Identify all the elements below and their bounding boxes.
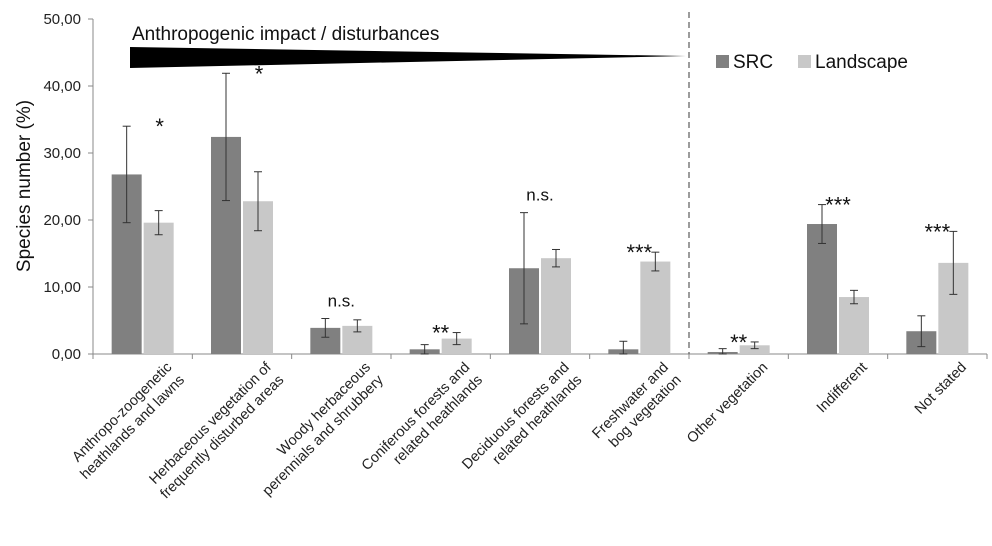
annotation-label: Anthropogenic impact / disturbances xyxy=(132,24,439,45)
y-tick-label: 50,00 xyxy=(43,11,81,28)
bar-group: *** xyxy=(906,219,969,354)
axes: 0,00 10,00 20,00 30,00 40,00 50,00 Anthropo-zo… xyxy=(43,11,988,502)
legend-swatch-landscape xyxy=(798,55,811,68)
bar-landscape xyxy=(143,222,174,354)
y-tick-label: 20,00 xyxy=(43,212,81,229)
significance-label: * xyxy=(155,114,164,139)
significance-label: ** xyxy=(730,330,748,355)
bar-landscape xyxy=(640,261,671,354)
significance-label: *** xyxy=(924,219,950,244)
category-label: Freshwater andbog vegetation xyxy=(589,360,684,455)
y-tick-label: 10,00 xyxy=(43,279,81,296)
bar-group: *** xyxy=(608,240,671,355)
bar-group: n.s. xyxy=(310,291,373,354)
significance-label: ** xyxy=(432,321,450,346)
y-tick-label: 40,00 xyxy=(43,78,81,95)
bar-group: * xyxy=(211,61,273,354)
bar-group: *** xyxy=(807,193,869,354)
significance-label: n.s. xyxy=(328,291,355,310)
category-label: Not stated xyxy=(912,360,970,418)
significance-label: *** xyxy=(626,240,652,265)
category-label-line: Anthropo-zoogenetic xyxy=(69,360,175,466)
bar-landscape xyxy=(541,258,571,354)
bar-group: * xyxy=(111,114,174,354)
bars: **n.s.**n.s.*********** xyxy=(111,61,969,355)
y-tick-label: 0,00 xyxy=(52,346,81,363)
bar-group: ** xyxy=(409,321,472,355)
y-tick-label: 30,00 xyxy=(43,145,81,162)
y-axis-label: Species number (%) xyxy=(14,100,35,272)
significance-label: n.s. xyxy=(526,186,553,205)
bar-landscape xyxy=(839,297,869,354)
significance-label: * xyxy=(255,61,264,86)
gradient-wedge xyxy=(130,47,686,68)
category-label-line: Indifferent xyxy=(814,360,871,417)
category-label-line: Other vegetation xyxy=(684,360,771,447)
category-label-line: Not stated xyxy=(912,360,970,418)
category-label: Indifferent xyxy=(814,360,871,417)
annotation: Anthropogenic impact / disturbances xyxy=(130,12,690,354)
bar-group: ** xyxy=(707,330,770,355)
legend-label: SRC xyxy=(733,52,773,73)
bar-group: n.s. xyxy=(509,186,571,354)
bar-landscape xyxy=(739,345,770,354)
legend: SRC Landscape xyxy=(716,52,908,73)
category-label: Other vegetation xyxy=(684,360,771,447)
significance-label: *** xyxy=(825,193,851,218)
legend-label: Landscape xyxy=(815,52,908,73)
bar-src xyxy=(807,224,837,354)
legend-swatch-src xyxy=(716,55,729,68)
bar-landscape xyxy=(441,338,472,354)
